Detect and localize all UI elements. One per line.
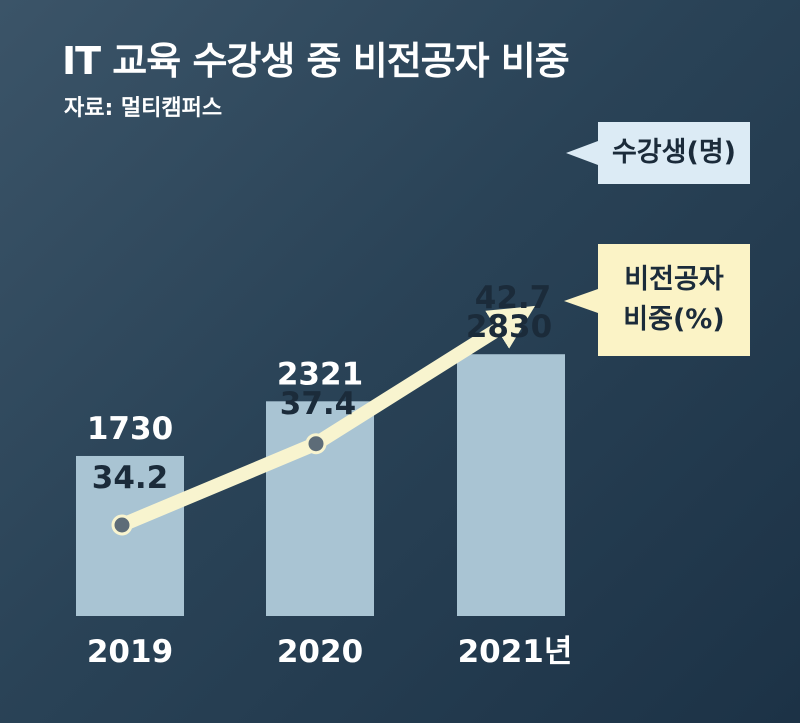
legend-count: 수강생(명) <box>598 122 750 184</box>
x-tick-label: 2020 <box>277 634 363 670</box>
legend-ratio-pointer <box>564 289 598 313</box>
legend-ratio: 비전공자 비중(%) <box>598 244 750 356</box>
ratio-value-label: 42.7 <box>475 280 552 316</box>
bar-value-label: 1730 <box>87 411 173 447</box>
legend-ratio-line1: 비전공자 <box>623 260 724 300</box>
bar-2021년 <box>457 354 565 616</box>
x-tick-label: 2019 <box>87 634 173 670</box>
legend-count-pointer <box>566 141 598 165</box>
ratio-point <box>307 435 325 453</box>
ratio-value-label: 37.4 <box>280 386 357 422</box>
ratio-value-label: 34.2 <box>92 460 169 496</box>
x-tick-label: 2021년 <box>458 634 573 670</box>
ratio-point <box>113 516 131 534</box>
legend-ratio-line2: 비중(%) <box>623 300 724 340</box>
